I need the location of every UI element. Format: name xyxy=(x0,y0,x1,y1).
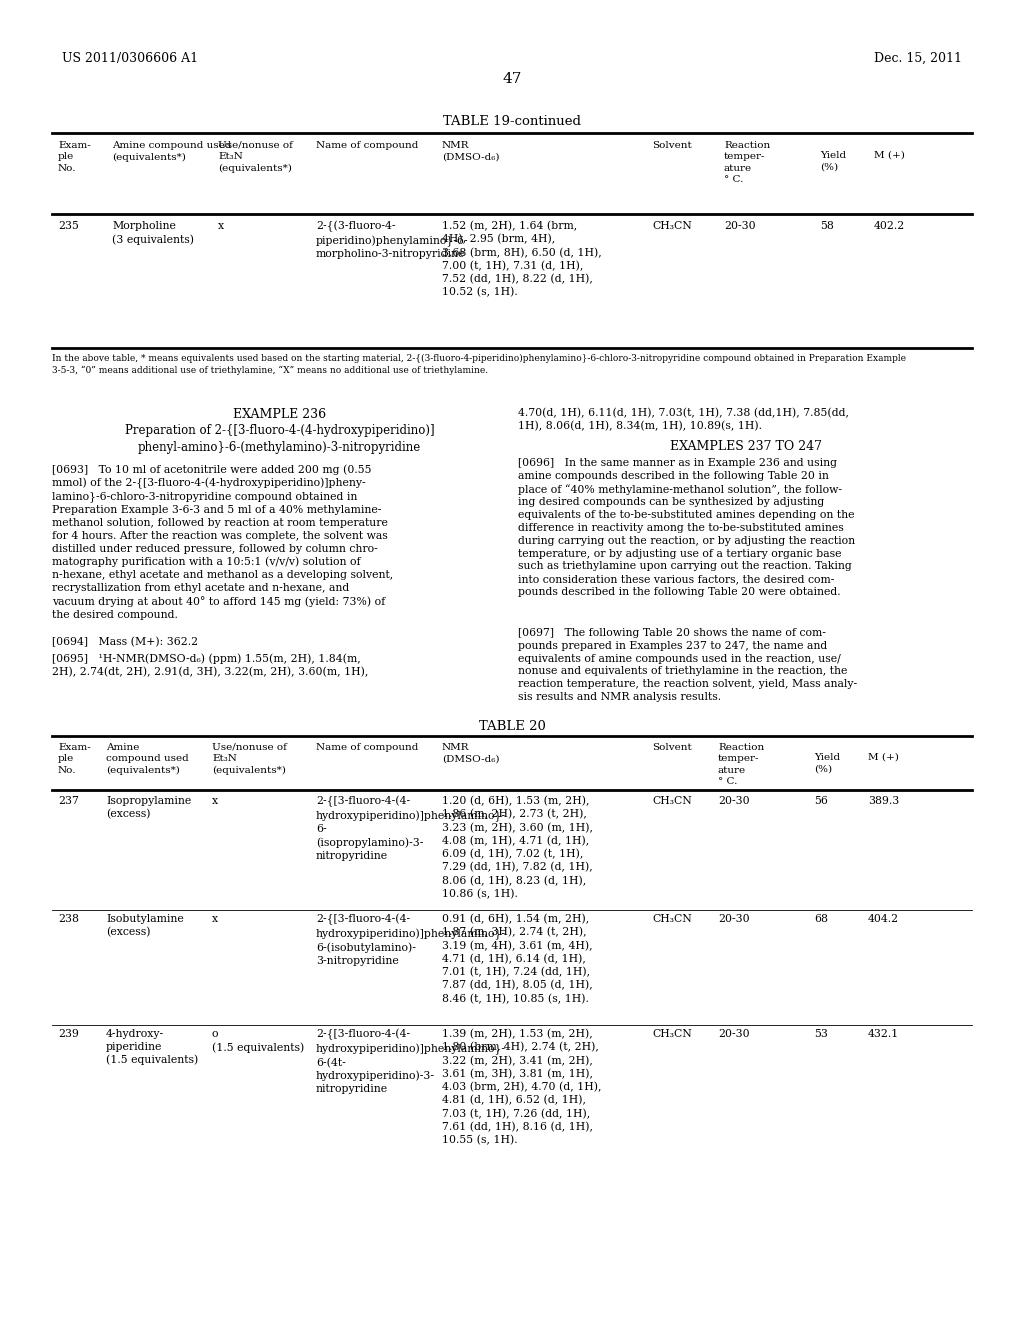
Text: NMR
(DMSO-d₆): NMR (DMSO-d₆) xyxy=(442,743,500,763)
Text: x: x xyxy=(218,220,224,231)
Text: 1.39 (m, 2H), 1.53 (m, 2H),
1.80 (brm, 4H), 2.74 (t, 2H),
3.22 (m, 2H), 3.41 (m,: 1.39 (m, 2H), 1.53 (m, 2H), 1.80 (brm, 4… xyxy=(442,1030,601,1146)
Text: [0693]   To 10 ml of acetonitrile were added 200 mg (0.55
mmol) of the 2-{[3-flu: [0693] To 10 ml of acetonitrile were add… xyxy=(52,465,393,619)
Text: Isobutylamine
(excess): Isobutylamine (excess) xyxy=(106,913,183,937)
Text: 0.91 (d, 6H), 1.54 (m, 2H),
1.87 (m, 3H), 2.74 (t, 2H),
3.19 (m, 4H), 3.61 (m, 4: 0.91 (d, 6H), 1.54 (m, 2H), 1.87 (m, 3H)… xyxy=(442,913,593,1005)
Text: CH₃CN: CH₃CN xyxy=(652,220,692,231)
Text: NMR
(DMSO-d₆): NMR (DMSO-d₆) xyxy=(442,141,500,161)
Text: o
(1.5 equivalents): o (1.5 equivalents) xyxy=(212,1030,304,1052)
Text: EXAMPLE 236: EXAMPLE 236 xyxy=(232,408,326,421)
Text: 53: 53 xyxy=(814,1030,827,1039)
Text: US 2011/0306606 A1: US 2011/0306606 A1 xyxy=(62,51,198,65)
Text: Solvent: Solvent xyxy=(652,141,692,150)
Text: Reaction
temper-
ature
° C.: Reaction temper- ature ° C. xyxy=(718,743,764,787)
Text: Preparation of 2-{[3-fluoro-4-(4-hydroxypiperidino)]
phenyl-amino}-6-(methylamin: Preparation of 2-{[3-fluoro-4-(4-hydroxy… xyxy=(125,424,434,454)
Text: CH₃CN: CH₃CN xyxy=(652,1030,692,1039)
Text: 4.70(d, 1H), 6.11(d, 1H), 7.03(t, 1H), 7.38 (dd,1H), 7.85(dd,
1H), 8.06(d, 1H), : 4.70(d, 1H), 6.11(d, 1H), 7.03(t, 1H), 7… xyxy=(518,408,849,432)
Text: Yield
(%): Yield (%) xyxy=(820,150,846,172)
Text: 1.20 (d, 6H), 1.53 (m, 2H),
1.86 (m, 2H), 2.73 (t, 2H),
3.23 (m, 2H), 3.60 (m, 1: 1.20 (d, 6H), 1.53 (m, 2H), 1.86 (m, 2H)… xyxy=(442,796,593,899)
Text: Use/nonuse of
Et₃N
(equivalents*): Use/nonuse of Et₃N (equivalents*) xyxy=(218,141,293,173)
Text: Exam-
ple
No.: Exam- ple No. xyxy=(58,141,91,173)
Text: 402.2: 402.2 xyxy=(874,220,905,231)
Text: 2-{[3-fluoro-4-(4-
hydroxypiperidino)]phenylamino}-
6-(isobutylamino)-
3-nitropy: 2-{[3-fluoro-4-(4- hydroxypiperidino)]ph… xyxy=(316,913,506,966)
Text: 68: 68 xyxy=(814,913,828,924)
Text: CH₃CN: CH₃CN xyxy=(652,913,692,924)
Text: 1.52 (m, 2H), 1.64 (brm,
4H), 2.95 (brm, 4H),
3.68 (brm, 8H), 6.50 (d, 1H),
7.00: 1.52 (m, 2H), 1.64 (brm, 4H), 2.95 (brm,… xyxy=(442,220,602,298)
Text: 47: 47 xyxy=(503,73,521,86)
Text: 237: 237 xyxy=(58,796,79,807)
Text: [0696]   In the same manner as in Example 236 and using
amine compounds describe: [0696] In the same manner as in Example … xyxy=(518,458,855,597)
Text: Reaction
temper-
ature
° C.: Reaction temper- ature ° C. xyxy=(724,141,770,185)
Text: M (+): M (+) xyxy=(874,150,905,160)
Text: Use/nonuse of
Et₃N
(equivalents*): Use/nonuse of Et₃N (equivalents*) xyxy=(212,743,287,775)
Text: 20-30: 20-30 xyxy=(724,220,756,231)
Text: Solvent: Solvent xyxy=(652,743,692,752)
Text: Dec. 15, 2011: Dec. 15, 2011 xyxy=(874,51,962,65)
Text: 20-30: 20-30 xyxy=(718,796,750,807)
Text: TABLE 20: TABLE 20 xyxy=(478,719,546,733)
Text: 20-30: 20-30 xyxy=(718,913,750,924)
Text: 2-{[3-fluoro-4-(4-
hydroxypiperidino)]phenylamino}-
6-(4t-
hydroxypiperidino)-3-: 2-{[3-fluoro-4-(4- hydroxypiperidino)]ph… xyxy=(316,1030,506,1094)
Text: TABLE 19-continued: TABLE 19-continued xyxy=(443,115,581,128)
Text: 2-{(3-fluoro-4-
piperidino)phenylamino}-6-
morpholino-3-nitropyridine: 2-{(3-fluoro-4- piperidino)phenylamino}-… xyxy=(316,220,469,260)
Text: Yield
(%): Yield (%) xyxy=(814,752,840,774)
Text: x: x xyxy=(212,796,218,807)
Text: 2-{[3-fluoro-4-(4-
hydroxypiperidino)]phenylamino}-
6-
(isopropylamino)-3-
nitro: 2-{[3-fluoro-4-(4- hydroxypiperidino)]ph… xyxy=(316,796,506,861)
Text: 389.3: 389.3 xyxy=(868,796,899,807)
Text: Amine compound used
(equivalents*): Amine compound used (equivalents*) xyxy=(112,141,231,161)
Text: Isopropylamine
(excess): Isopropylamine (excess) xyxy=(106,796,191,820)
Text: 20-30: 20-30 xyxy=(718,1030,750,1039)
Text: Name of compound: Name of compound xyxy=(316,141,419,150)
Text: 58: 58 xyxy=(820,220,834,231)
Text: Amine
compound used
(equivalents*): Amine compound used (equivalents*) xyxy=(106,743,188,775)
Text: [0697]   The following Table 20 shows the name of com-
pounds prepared in Exampl: [0697] The following Table 20 shows the … xyxy=(518,628,857,702)
Text: Exam-
ple
No.: Exam- ple No. xyxy=(58,743,91,775)
Text: [0695]   ¹H-NMR(DMSO-d₆) (ppm) 1.55(m, 2H), 1.84(m,
2H), 2.74(dt, 2H), 2.91(d, 3: [0695] ¹H-NMR(DMSO-d₆) (ppm) 1.55(m, 2H)… xyxy=(52,653,369,677)
Text: 238: 238 xyxy=(58,913,79,924)
Text: x: x xyxy=(212,913,218,924)
Text: [0694]   Mass (M+): 362.2: [0694] Mass (M+): 362.2 xyxy=(52,638,198,647)
Text: Morpholine
(3 equivalents): Morpholine (3 equivalents) xyxy=(112,220,194,244)
Text: 404.2: 404.2 xyxy=(868,913,899,924)
Text: 239: 239 xyxy=(58,1030,79,1039)
Text: 235: 235 xyxy=(58,220,79,231)
Text: Name of compound: Name of compound xyxy=(316,743,419,752)
Text: EXAMPLES 237 TO 247: EXAMPLES 237 TO 247 xyxy=(670,440,821,453)
Text: 56: 56 xyxy=(814,796,827,807)
Text: 432.1: 432.1 xyxy=(868,1030,899,1039)
Text: 4-hydroxy-
piperidine
(1.5 equivalents): 4-hydroxy- piperidine (1.5 equivalents) xyxy=(106,1030,199,1065)
Text: M (+): M (+) xyxy=(868,752,899,762)
Text: CH₃CN: CH₃CN xyxy=(652,796,692,807)
Text: In the above table, * means equivalents used based on the starting material, 2-{: In the above table, * means equivalents … xyxy=(52,354,906,375)
